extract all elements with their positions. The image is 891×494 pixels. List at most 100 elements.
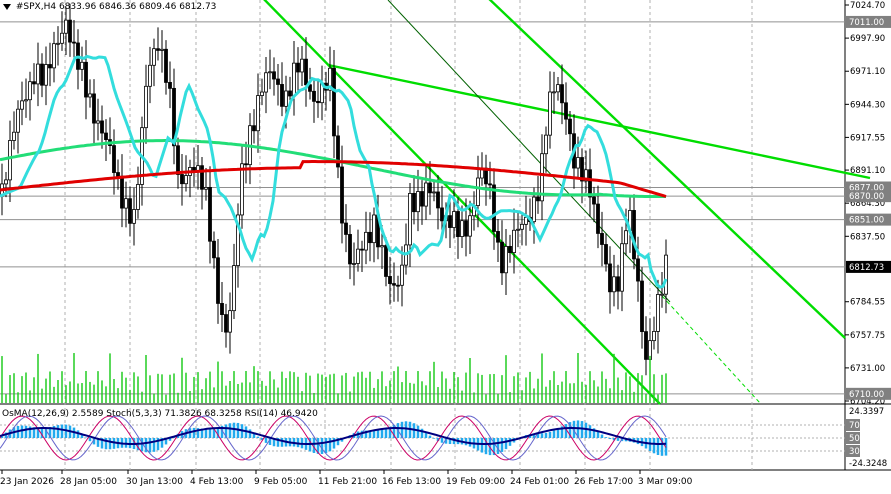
candle-body-75 <box>300 58 304 73</box>
candle-body-125 <box>500 241 504 274</box>
candle-body-130 <box>520 223 524 230</box>
collapse-arrow-icon[interactable] <box>3 3 11 10</box>
candle-body-163 <box>652 331 656 342</box>
candle-body-70 <box>280 84 284 107</box>
candle-body-8 <box>32 81 36 85</box>
price-label-8: 6784.55 <box>850 298 885 308</box>
indicator-values: OsMA(12,26,9) 2.5589 Stoch(5,3,3) 71.382… <box>2 409 318 419</box>
candle-body-147 <box>588 169 592 198</box>
candle-body-112 <box>448 215 452 228</box>
candle-body-136 <box>544 134 548 155</box>
ind-label-1: 70 <box>849 421 860 431</box>
candle-body-54 <box>216 257 220 304</box>
candle-body-109 <box>436 191 440 209</box>
candle-body-12 <box>48 64 52 69</box>
candle-body-5 <box>20 100 24 110</box>
candle-body-110 <box>440 207 444 222</box>
time-label-10: 3 Mar 09:00 <box>638 477 693 487</box>
candle-body-10 <box>40 63 44 86</box>
candle-body-26 <box>104 132 108 140</box>
ind-label-2: 50 <box>849 434 860 444</box>
level-tag-bg-4 <box>846 260 891 273</box>
candle-body-3 <box>12 131 16 141</box>
candle-body-82 <box>328 67 332 91</box>
candle-body-129 <box>516 228 520 231</box>
ind-label-0: 24.3397 <box>849 407 884 417</box>
candle-body-52 <box>208 187 212 242</box>
candle-body-23 <box>92 93 96 124</box>
candle-body-90 <box>360 248 364 251</box>
candle-body-141 <box>564 102 568 120</box>
time-label-0: 23 Jan 2026 <box>0 477 54 487</box>
price-label-9: 6757.75 <box>850 331 885 341</box>
channel-upper-line <box>488 0 846 339</box>
candle-body-34 <box>136 184 140 210</box>
candle-body-45 <box>180 174 184 185</box>
level-tag-bg-2 <box>846 190 891 203</box>
candle-body-41 <box>164 48 168 83</box>
candle-body-89 <box>356 248 360 264</box>
candle-body-46 <box>184 175 188 185</box>
candle-body-39 <box>156 48 160 51</box>
candle-body-79 <box>316 100 320 104</box>
level-tag-1: 6877.00 <box>849 183 884 193</box>
candle-body-131 <box>524 216 528 225</box>
ohlc-values: 6833.96 6846.36 6809.46 6812.73 <box>58 2 217 12</box>
candle-body-20 <box>80 61 84 70</box>
candle-body-74 <box>296 62 300 73</box>
candle-body-92 <box>368 231 372 244</box>
candle-body-137 <box>548 91 552 136</box>
candle-body-55 <box>220 303 224 315</box>
candle-body-146 <box>584 169 588 182</box>
candle-body-60 <box>240 163 244 216</box>
candle-body-156 <box>624 230 628 245</box>
candle-body-15 <box>60 32 64 44</box>
candle-body-33 <box>132 209 136 224</box>
candle-body-117 <box>468 215 472 237</box>
price-label-6: 6864.30 <box>850 199 885 209</box>
candle-body-66 <box>264 72 268 93</box>
candle-body-51 <box>204 187 208 190</box>
candle-body-151 <box>604 244 608 265</box>
candle-body-116 <box>464 220 468 237</box>
candle-body-24 <box>96 120 100 124</box>
candle-body-107 <box>428 182 432 194</box>
candle-body-105 <box>420 191 424 207</box>
candle-body-106 <box>424 182 428 207</box>
candle-body-135 <box>540 153 544 202</box>
candle-body-108 <box>432 191 436 194</box>
candle-body-133 <box>532 196 536 223</box>
level-tag-bg-0 <box>846 15 891 28</box>
price-label-10: 6731.00 <box>850 364 885 374</box>
candle-body-17 <box>68 19 72 43</box>
candle-body-96 <box>384 245 388 277</box>
candle-body-144 <box>576 157 580 169</box>
candle-body-88 <box>352 263 356 265</box>
candle-body-7 <box>28 81 32 101</box>
candle-body-138 <box>552 91 556 94</box>
candle-body-119 <box>476 177 480 206</box>
ind-tag-bg-1 <box>846 419 860 431</box>
candle-body-154 <box>616 276 620 292</box>
time-label-2: 30 Jan 13:00 <box>126 477 183 487</box>
price-label-2: 6971.10 <box>850 67 885 77</box>
candle-body-98 <box>392 283 396 286</box>
ind-label-4: -24.3248 <box>849 459 887 469</box>
candle-body-57 <box>228 310 232 333</box>
candle-body-42 <box>168 82 172 89</box>
candle-body-148 <box>592 196 596 205</box>
level-tag-5: 6710.00 <box>849 390 884 400</box>
time-label-9: 26 Feb 17:00 <box>574 477 633 487</box>
candle-body-18 <box>72 41 76 44</box>
price-label-4: 6917.55 <box>850 133 885 143</box>
candle-body-152 <box>608 263 612 293</box>
ema-slow-line <box>0 160 667 198</box>
time-label-4: 9 Feb 05:00 <box>254 477 308 487</box>
candle-body-159 <box>636 258 640 282</box>
candle-body-53 <box>212 240 216 259</box>
candle-body-40 <box>160 48 164 51</box>
channel-lower-line <box>263 0 661 405</box>
candle-body-139 <box>556 84 560 93</box>
